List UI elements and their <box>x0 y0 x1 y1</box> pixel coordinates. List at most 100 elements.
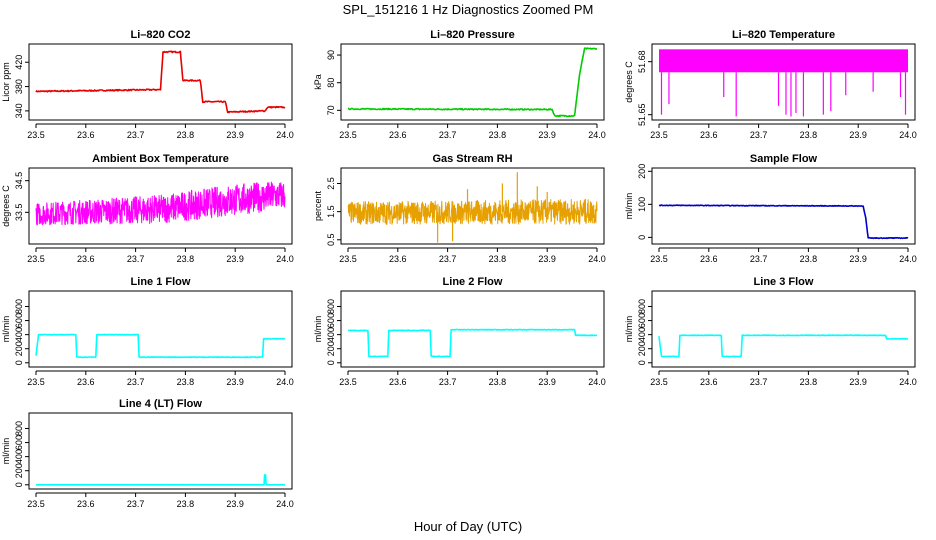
y-tick-label: 420 <box>14 55 24 70</box>
y-axis-label: degrees C <box>624 61 634 103</box>
x-tick-label: 23.6 <box>700 377 718 387</box>
x-tick-label: 24.0 <box>899 377 917 387</box>
panel-title: Sample Flow <box>750 153 818 165</box>
x-tick-label: 23.9 <box>849 377 867 387</box>
x-tick-label: 23.9 <box>538 130 556 140</box>
y-axis-label: Licor ppm <box>1 62 11 102</box>
x-tick-label: 23.7 <box>750 377 768 387</box>
x-axis-label: Hour of Day (UTC) <box>414 519 522 534</box>
x-tick-label: 23.7 <box>127 499 145 509</box>
x-tick-label: 23.6 <box>77 130 95 140</box>
y-tick-label: 800 <box>14 299 24 314</box>
x-tick-label: 23.8 <box>489 254 507 264</box>
x-tick-label: 23.6 <box>77 377 95 387</box>
x-tick-label: 23.7 <box>127 254 145 264</box>
x-tick-label: 23.5 <box>27 254 45 264</box>
x-tick-label: 24.0 <box>899 130 917 140</box>
chart-panel: Ambient Box Temperature degrees C 23.5 23.6… <box>1 153 294 264</box>
x-tick-label: 23.5 <box>339 254 357 264</box>
x-tick-label: 24.0 <box>899 254 917 264</box>
y-tick-label: 200 <box>14 341 24 356</box>
y-tick-label: 0 <box>326 360 336 365</box>
x-tick-label: 24.0 <box>276 254 294 264</box>
panel-title: Li–820 CO2 <box>131 29 191 41</box>
figure-title: SPL_151216 1 Hz Diagnostics Zoomed PM <box>343 2 594 17</box>
x-tick-label: 23.7 <box>439 254 457 264</box>
y-axis-label: ml/min <box>1 316 11 343</box>
x-tick-label: 24.0 <box>276 499 294 509</box>
series-line <box>35 333 286 359</box>
y-tick-label: 800 <box>14 421 24 436</box>
panel-title: Line 3 Flow <box>754 276 814 288</box>
y-tick-label: 100 <box>637 197 647 212</box>
x-tick-label: 24.0 <box>588 254 606 264</box>
x-tick-label: 23.5 <box>27 377 45 387</box>
x-tick-label: 23.5 <box>650 254 668 264</box>
x-tick-label: 23.5 <box>650 130 668 140</box>
series-line <box>347 198 598 225</box>
x-tick-label: 23.9 <box>226 377 244 387</box>
series-line <box>347 47 598 118</box>
x-tick-label: 23.8 <box>489 130 507 140</box>
plot-frame <box>28 412 293 490</box>
chart-panel: Line 2 Flow ml/min 23.5 23.6 23.7 23.8 23.9 24.… <box>313 276 606 387</box>
y-axis-label: ml/min <box>313 316 323 343</box>
y-tick-label: 200 <box>326 341 336 356</box>
x-tick-label: 23.5 <box>339 377 357 387</box>
x-tick-label: 23.7 <box>127 130 145 140</box>
panel-title: Line 2 Flow <box>443 276 503 288</box>
plot-frame <box>28 43 293 121</box>
y-tick-label: 600 <box>637 313 647 328</box>
x-tick-label: 23.6 <box>700 130 718 140</box>
chart-panel: Gas Stream RH percent 23.5 23.6 23.7 23.8 23.9… <box>313 153 606 264</box>
panel-title: Ambient Box Temperature <box>92 153 229 165</box>
y-tick-label: 800 <box>326 299 336 314</box>
x-tick-label: 23.5 <box>650 377 668 387</box>
y-tick-label: 340 <box>14 103 24 118</box>
y-axis-label: degrees C <box>1 185 11 227</box>
plot-frame <box>651 167 916 245</box>
panel-title: Li–820 Pressure <box>430 29 514 41</box>
x-tick-label: 23.9 <box>849 130 867 140</box>
x-tick-label: 23.9 <box>538 377 556 387</box>
y-tick-label: 200 <box>14 463 24 478</box>
x-tick-label: 23.9 <box>226 499 244 509</box>
y-tick-label: 34.5 <box>14 172 24 190</box>
y-tick-label: 90 <box>326 50 336 60</box>
x-tick-label: 23.7 <box>439 130 457 140</box>
x-tick-label: 23.9 <box>538 254 556 264</box>
x-tick-label: 23.7 <box>750 130 768 140</box>
x-tick-label: 23.8 <box>489 377 507 387</box>
y-tick-label: 600 <box>14 435 24 450</box>
y-tick-label: 0 <box>14 360 24 365</box>
x-tick-label: 24.0 <box>588 130 606 140</box>
x-tick-label: 23.9 <box>226 130 244 140</box>
chart-panels: Li–820 CO2 Licor ppm 23.5 23.6 23.7 23.8 23.9 2… <box>1 29 917 509</box>
series-line <box>658 204 909 240</box>
panel-title: Line 1 Flow <box>131 276 191 288</box>
y-tick-label: 380 <box>14 79 24 94</box>
y-tick-label: 0 <box>637 235 647 240</box>
y-axis-label: ml/min <box>624 316 634 343</box>
y-tick-label: 800 <box>637 299 647 314</box>
y-tick-label: 80 <box>326 78 336 88</box>
x-tick-label: 23.5 <box>27 499 45 509</box>
x-tick-label: 23.7 <box>439 377 457 387</box>
y-tick-label: 400 <box>326 327 336 342</box>
series-line <box>35 181 286 226</box>
x-tick-label: 23.8 <box>177 377 195 387</box>
x-tick-label: 23.8 <box>177 254 195 264</box>
y-tick-label: 400 <box>637 327 647 342</box>
y-axis-label: percent <box>313 190 323 221</box>
x-tick-label: 24.0 <box>276 130 294 140</box>
x-tick-label: 23.8 <box>177 130 195 140</box>
x-tick-label: 23.8 <box>800 254 818 264</box>
y-tick-label: 600 <box>14 313 24 328</box>
series-band <box>659 49 908 73</box>
x-tick-label: 23.6 <box>700 254 718 264</box>
y-tick-label: 600 <box>326 313 336 328</box>
x-tick-label: 23.8 <box>800 130 818 140</box>
y-tick-label: 2.5 <box>326 177 336 190</box>
x-tick-label: 23.5 <box>27 130 45 140</box>
